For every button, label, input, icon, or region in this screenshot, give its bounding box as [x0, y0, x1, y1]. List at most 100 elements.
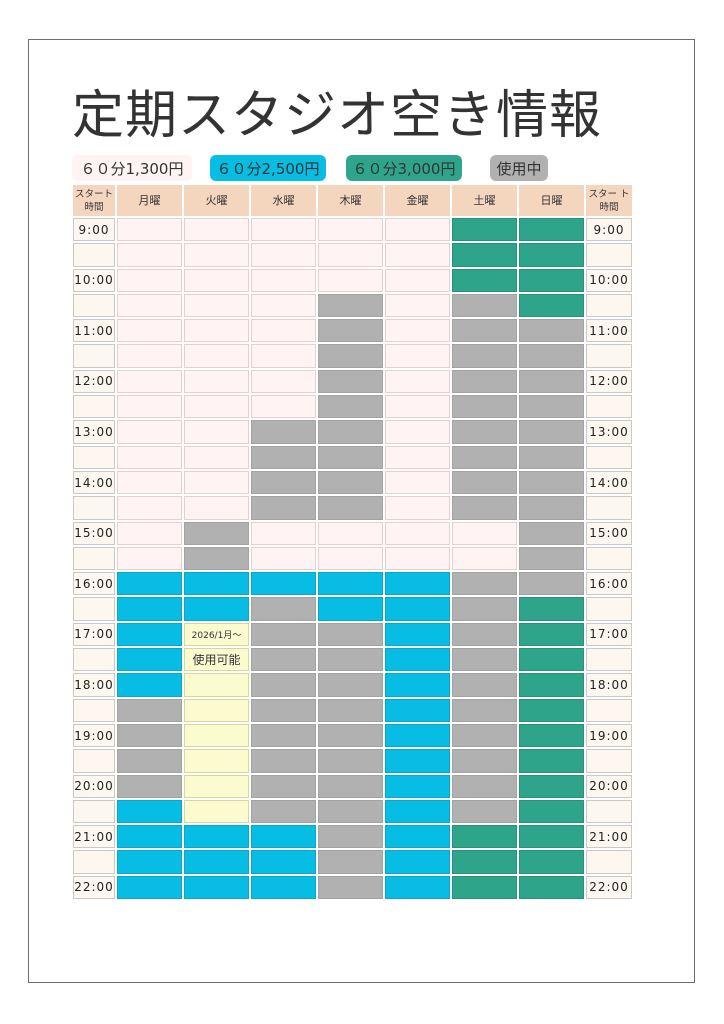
slot-cell: [452, 799, 517, 824]
slot-cell: [251, 293, 316, 318]
legend-blue-rate: ６０分2,500円: [210, 155, 326, 181]
slot-cell: [318, 774, 383, 798]
slot-cell: [251, 673, 316, 697]
slot-cell: [251, 648, 316, 672]
slot-cell: [117, 622, 182, 647]
slot-cell: [385, 470, 450, 495]
time-cell-right: [586, 850, 632, 874]
slot-cell: [184, 293, 249, 318]
slot-cell: [184, 344, 249, 368]
slot-cell: [452, 293, 517, 318]
header-friday: 金曜: [384, 184, 451, 217]
slot-cell: [117, 369, 182, 394]
slot-cell: [519, 825, 584, 849]
time-cell-right: 9:00: [586, 218, 632, 242]
slot-cell: [452, 546, 517, 571]
slot-cell: [452, 496, 517, 520]
slot-cell: [385, 825, 450, 849]
slot-cell: [184, 521, 249, 545]
slot-cell: [251, 774, 316, 798]
slot-cell: [519, 268, 584, 292]
time-cell-right: 12:00: [586, 369, 632, 394]
time-cell-left: 13:00: [73, 420, 115, 444]
time-cell-right: 11:00: [586, 319, 632, 343]
slot-cell: [452, 218, 517, 242]
slot-cell: [318, 319, 383, 343]
time-cell-left: 19:00: [73, 723, 115, 748]
slot-cell: [385, 698, 450, 722]
slot-cell: [519, 344, 584, 368]
slot-cell: [117, 395, 182, 419]
slot-cell: [519, 749, 584, 773]
slot-cell: [318, 673, 383, 697]
slot-cell: [117, 673, 182, 697]
slot-cell: [385, 723, 450, 748]
slot-cell: [452, 572, 517, 596]
legend-in-use: 使用中: [490, 155, 548, 181]
slot-cell: [318, 799, 383, 824]
slot-cell: [452, 850, 517, 874]
slot-cell: [519, 369, 584, 394]
slot-cell: [251, 344, 316, 368]
time-cell-left: 14:00: [73, 470, 115, 495]
slot-cell: [519, 496, 584, 520]
slot-cell: [318, 496, 383, 520]
time-cell-left: 10:00: [73, 268, 115, 292]
slot-cell: [519, 218, 584, 242]
slot-cell: [184, 496, 249, 520]
slot-cell: [318, 825, 383, 849]
slot-cell: [184, 395, 249, 419]
slot-cell: [385, 420, 450, 444]
time-cell-left: [73, 850, 115, 874]
availability-note-text: 使用可能: [184, 648, 249, 672]
slot-cell: [452, 673, 517, 697]
slot-cell: [251, 698, 316, 722]
time-cell-left: [73, 749, 115, 773]
slot-cell: [251, 546, 316, 571]
page-frame: [28, 39, 695, 983]
time-cell-right: [586, 243, 632, 267]
slot-cell: [519, 521, 584, 545]
time-cell-left: [73, 648, 115, 672]
slot-cell: [385, 218, 450, 242]
slot-cell: [318, 572, 383, 596]
slot-cell: [117, 698, 182, 722]
slot-cell: [385, 546, 450, 571]
slot-cell: [385, 622, 450, 647]
slot-cell: [318, 420, 383, 444]
slot-cell: [318, 622, 383, 647]
slot-cell: [251, 521, 316, 545]
legend-green-rate: ６０分3,000円: [346, 155, 462, 181]
slot-cell: [318, 470, 383, 495]
slot-cell: [251, 572, 316, 596]
time-cell-left: [73, 546, 115, 571]
slot-cell: [184, 799, 249, 824]
slot-cell: [452, 875, 517, 900]
slot-cell: [117, 597, 182, 621]
slot-cell: [251, 825, 316, 849]
time-cell-left: 11:00: [73, 319, 115, 343]
slot-cell: [184, 825, 249, 849]
time-cell-left: 21:00: [73, 825, 115, 849]
slot-cell: [452, 825, 517, 849]
slot-cell: [519, 875, 584, 900]
slot-cell: [117, 546, 182, 571]
slot-cell: [452, 470, 517, 495]
slot-cell: [184, 875, 249, 900]
schedule-table: スタート時間 月曜 火曜 水曜 木曜 金曜 土曜 日曜 スター ト時間 9:00…: [72, 184, 633, 900]
slot-cell: [385, 774, 450, 798]
time-cell-left: 22:00: [73, 875, 115, 900]
time-cell-left: 16:00: [73, 572, 115, 596]
time-cell-right: 21:00: [586, 825, 632, 849]
slot-cell: [452, 243, 517, 267]
slot-cell: [385, 243, 450, 267]
slot-cell: [519, 774, 584, 798]
slot-cell: [385, 445, 450, 469]
slot-cell: [251, 749, 316, 773]
slot-cell: [318, 218, 383, 242]
header-monday: 月曜: [116, 184, 183, 217]
slot-cell: [251, 243, 316, 267]
slot-cell: [117, 319, 182, 343]
time-cell-right: 15:00: [586, 521, 632, 545]
slot-cell: [251, 445, 316, 469]
